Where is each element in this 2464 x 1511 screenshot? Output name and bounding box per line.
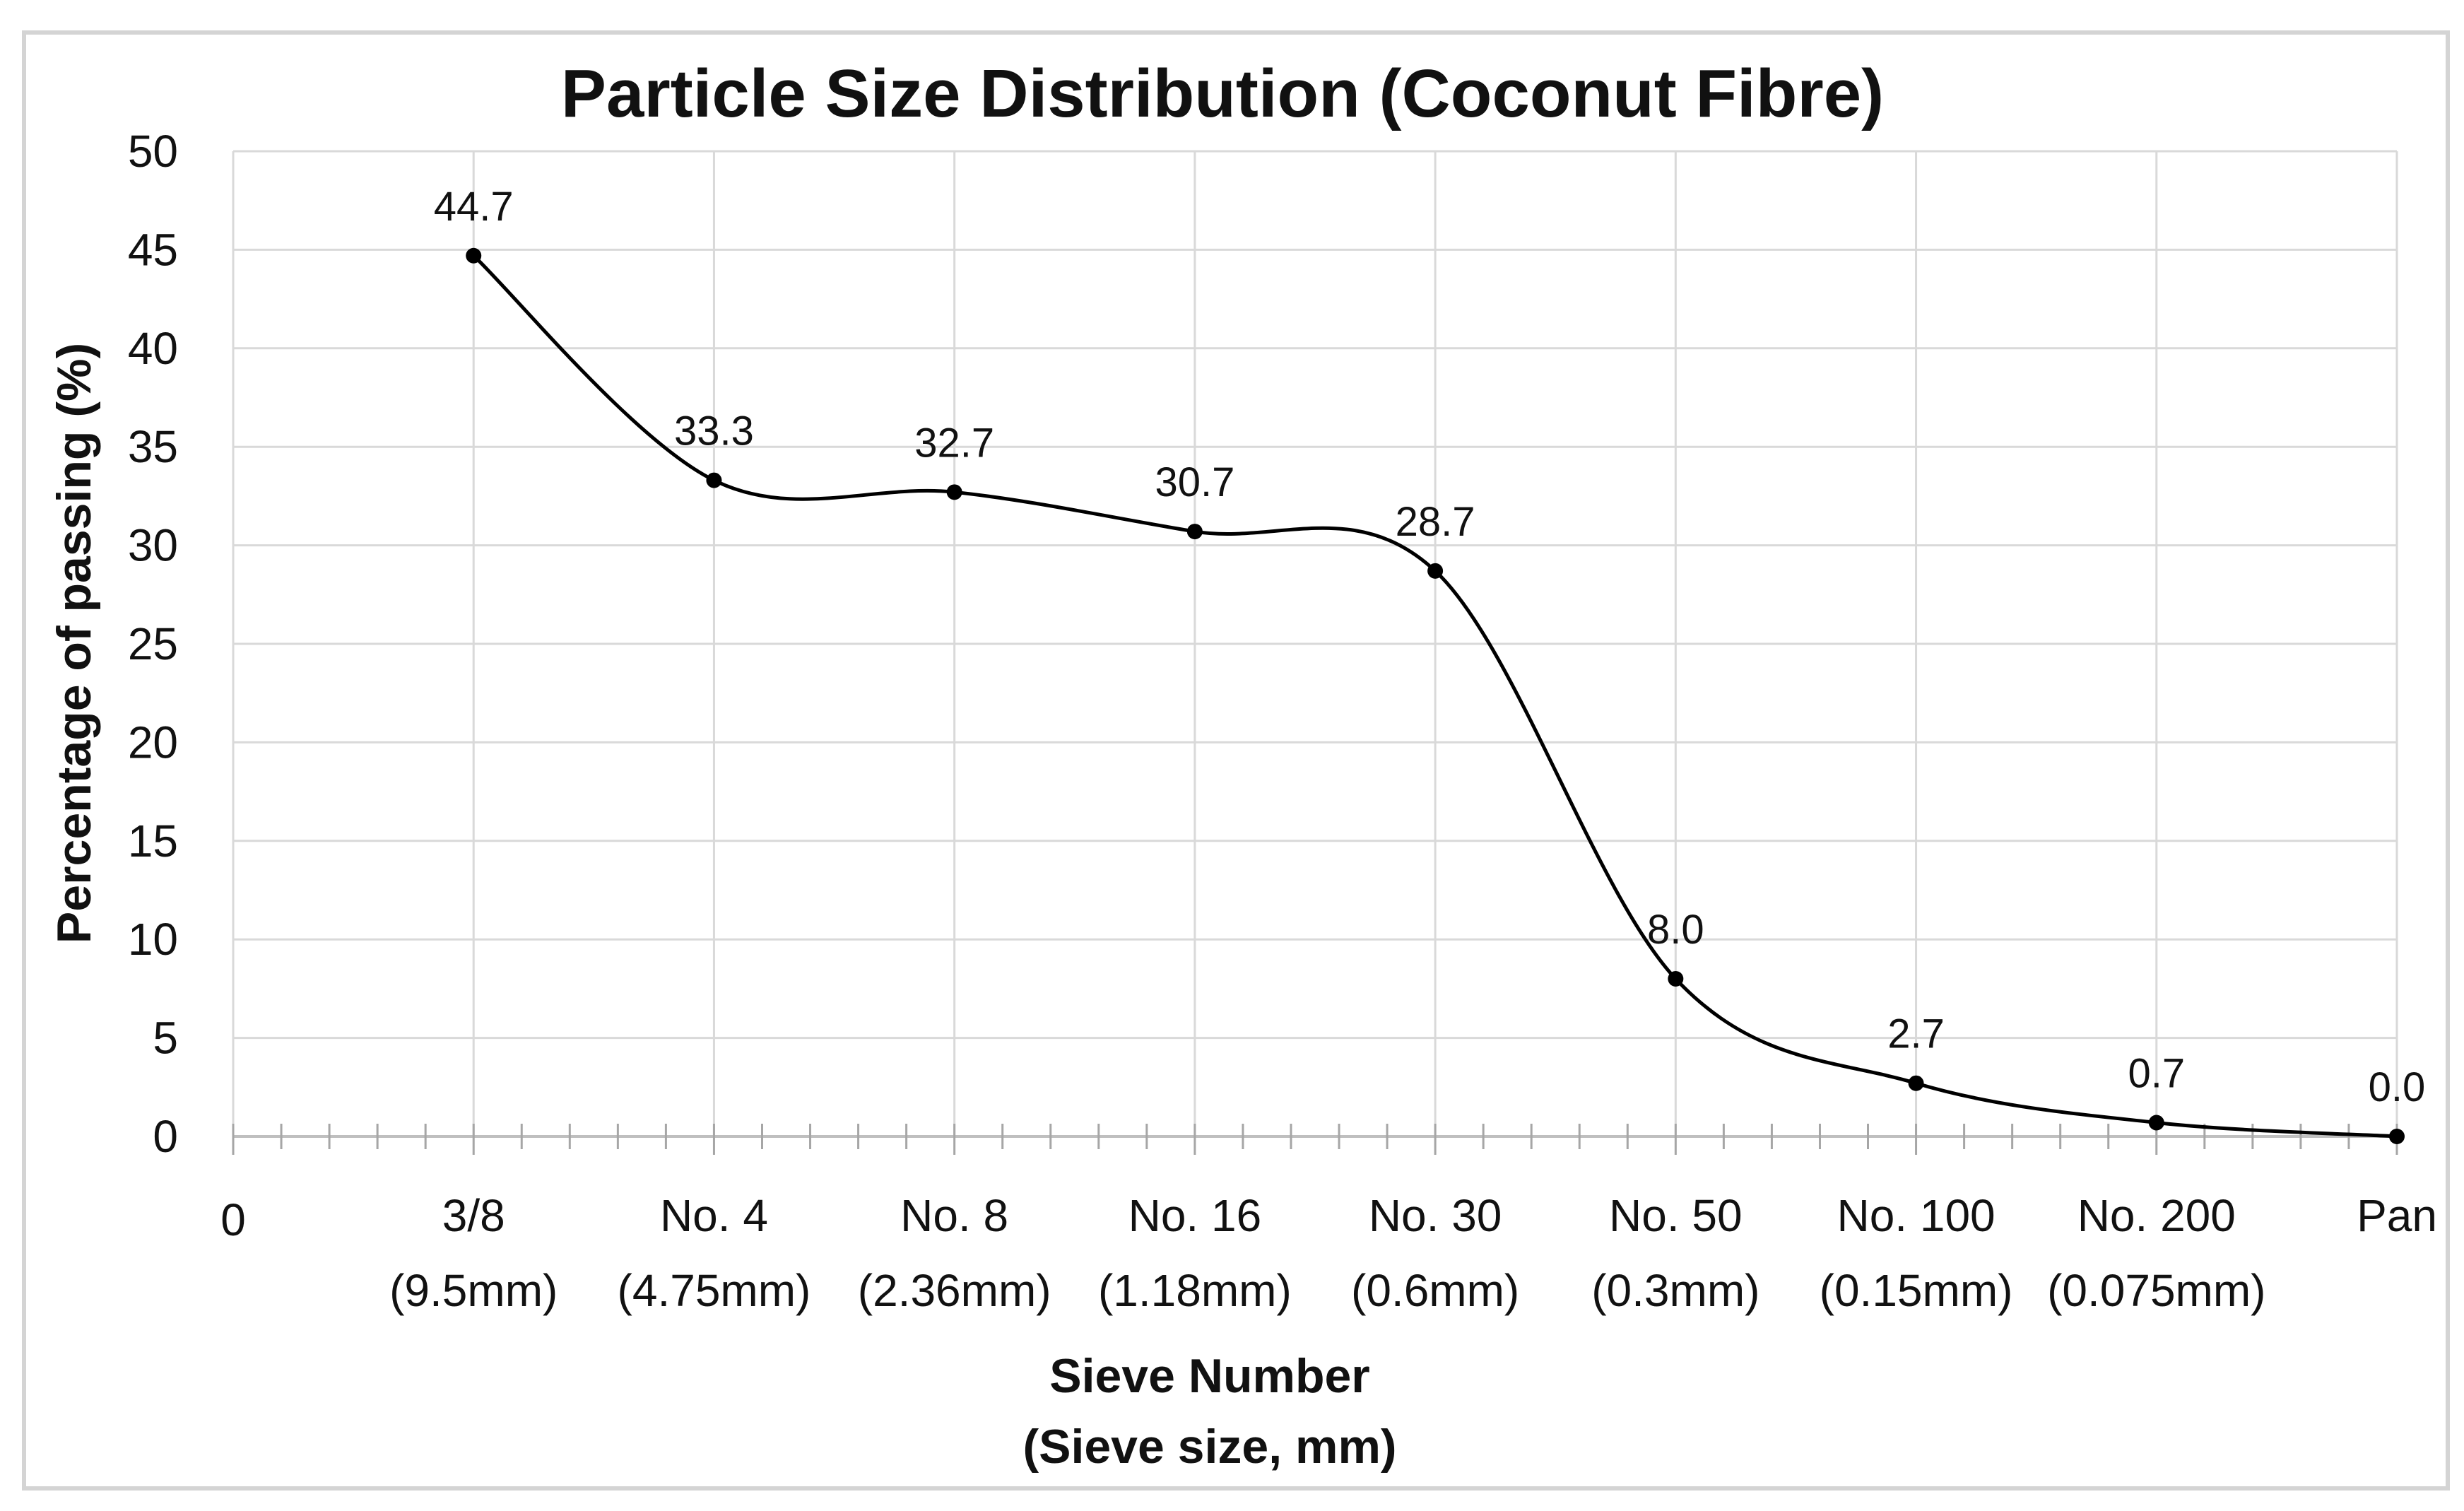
x-axis-title-line-1: Sieve Number	[1049, 1349, 1370, 1403]
x-tick-label: No. 200	[2077, 1190, 2236, 1241]
series-layer	[466, 247, 2405, 1144]
data-point	[946, 484, 962, 500]
data-labels: 44.7 33.3 32.7 30.7 28.7 8.0 2.7 0.7 0.0	[434, 184, 2426, 1110]
y-tick-label: 5	[153, 1013, 178, 1064]
axis-layer	[232, 1124, 2398, 1155]
data-point	[1908, 1075, 1924, 1091]
x-tick-label: Pan	[2357, 1190, 2437, 1241]
x-tick-sublabel: (9.5mm)	[389, 1265, 558, 1316]
y-axis-title: Percentage of passing (%)	[47, 343, 101, 943]
y-tick-label: 40	[128, 323, 178, 374]
x-tick-label: No. 30	[1369, 1190, 1502, 1241]
data-point	[1427, 563, 1444, 579]
x-tick-label: No. 16	[1128, 1190, 1262, 1241]
data-label: 0.0	[2369, 1064, 2426, 1110]
x-tick-label: 3/8	[442, 1190, 505, 1241]
y-tick-label: 30	[128, 520, 178, 571]
y-tick-label: 50	[128, 126, 178, 177]
x-origin-label: 0	[220, 1194, 246, 1245]
data-label: 32.7	[914, 420, 994, 466]
data-label: 44.7	[434, 184, 514, 230]
data-label: 30.7	[1155, 459, 1234, 505]
y-tick-label: 45	[128, 224, 178, 275]
data-label: 28.7	[1396, 499, 1475, 545]
x-tick-label: No. 4	[660, 1190, 768, 1241]
y-tick-label: 20	[128, 717, 178, 768]
chart-title: Particle Size Distribution (Coconut Fibr…	[561, 56, 1884, 131]
y-tick-label: 10	[128, 914, 178, 965]
y-tick-label: 25	[128, 618, 178, 669]
data-point	[1668, 970, 1684, 987]
x-tick-label: No. 8	[900, 1190, 1008, 1241]
x-tick-sublabel: (0.6mm)	[1351, 1265, 1519, 1316]
x-tick-sublabel: (4.75mm)	[618, 1265, 811, 1316]
data-label: 0.7	[2128, 1050, 2185, 1096]
x-tick-sublabel: (0.075mm)	[2047, 1265, 2265, 1316]
data-point	[706, 472, 722, 488]
data-point	[2389, 1129, 2405, 1144]
x-tick-sublabel: (0.15mm)	[1820, 1265, 2013, 1316]
y-tick-label: 0	[153, 1111, 178, 1162]
x-tick-sublabel: (0.3mm)	[1591, 1265, 1759, 1316]
data-label: 8.0	[1647, 907, 1704, 953]
y-tick-label: 35	[128, 421, 178, 472]
x-tick-label: No. 100	[1837, 1190, 1995, 1241]
data-label: 2.7	[1887, 1011, 1945, 1057]
grid-layer	[232, 150, 2398, 1136]
data-point	[466, 247, 482, 264]
x-tick-sublabel: (1.18mm)	[1098, 1265, 1292, 1316]
x-tick-labels: 0 3/8 (9.5mm) No. 4 (4.75mm) No. 8 (2.36mm) No.…	[220, 1190, 2437, 1316]
data-label: 33.3	[674, 408, 754, 454]
y-tick-labels: 0 5 10 15 20 25 30 35 40 45 50	[128, 126, 178, 1162]
data-point	[2148, 1115, 2164, 1131]
data-point	[1186, 524, 1203, 540]
y-tick-label: 15	[128, 816, 178, 866]
x-tick-label: No. 50	[1609, 1190, 1743, 1241]
chart-border	[22, 30, 2450, 1491]
x-tick-sublabel: (2.36mm)	[858, 1265, 1051, 1316]
x-axis-title-line-2: (Sieve size, mm)	[1022, 1420, 1396, 1474]
